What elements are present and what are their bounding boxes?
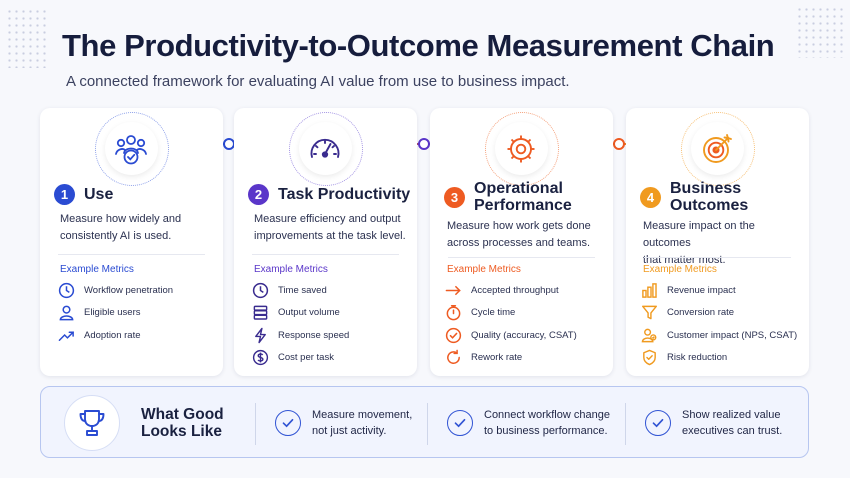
summary-point: Show realized value executives can trust.	[645, 407, 782, 439]
decorative-dots-right	[796, 6, 844, 58]
page-subtitle: A connected framework for evaluating AI …	[66, 73, 570, 90]
arrow-right-icon	[444, 281, 462, 299]
page-title: The Productivity-to-Outcome Measurement …	[62, 28, 775, 63]
metric-item: Quality (accuracy, CSAT)	[444, 324, 577, 347]
stage-icon-halo	[680, 112, 755, 186]
summary-point: Connect workflow change to business perfo…	[447, 407, 610, 439]
metrics-list: Time saved Output volume Response speed …	[251, 279, 349, 369]
bolt-icon	[251, 326, 269, 344]
funnel-icon	[640, 304, 658, 322]
trophy-icon	[79, 410, 105, 436]
divider	[58, 254, 205, 255]
metric-item: Response speed	[251, 324, 349, 347]
clock-icon	[251, 281, 269, 299]
metric-item: Adoption rate	[57, 324, 173, 347]
connector-node-2	[418, 138, 430, 150]
check-circle-icon	[444, 326, 462, 344]
stage-description: Measure impact on the outcomes that matt…	[643, 220, 755, 266]
check-icon	[645, 410, 671, 436]
stopwatch-icon	[444, 304, 462, 322]
metric-item: Accepted throughput	[444, 279, 577, 302]
speedometer-icon	[310, 138, 340, 158]
user-icon	[57, 304, 75, 322]
stage-title: Operational Performance	[474, 180, 572, 214]
metric-item: Risk reduction	[640, 347, 797, 370]
refresh-icon	[444, 349, 462, 367]
connector-node-3	[613, 138, 625, 150]
metric-item: Cycle time	[444, 302, 577, 325]
metric-item: Time saved	[251, 279, 349, 302]
stage-heading: 2 Task Productivity	[248, 184, 410, 205]
check-icon	[447, 410, 473, 436]
stage-description: Measure efficiency and output improvemen…	[254, 213, 406, 242]
trophy-badge	[64, 395, 120, 451]
metric-item: Cost per task	[251, 347, 349, 370]
divider	[448, 257, 595, 258]
decorative-dots-left	[6, 8, 46, 68]
divider	[255, 403, 256, 445]
metric-item: Rework rate	[444, 347, 577, 370]
target-icon	[703, 133, 732, 163]
metrics-label: Example Metrics	[643, 264, 717, 275]
metrics-label: Example Metrics	[447, 264, 521, 275]
trend-up-icon	[57, 326, 75, 344]
divider	[427, 403, 428, 445]
stage-heading: 1 Use	[54, 184, 113, 205]
metrics-list: Accepted throughput Cycle time Quality (…	[444, 279, 577, 369]
metric-item: Conversion rate	[640, 302, 797, 325]
stage-card-business-outcomes: 4 Business Outcomes Measure impact on th…	[626, 108, 809, 376]
metric-item: Output volume	[251, 302, 349, 325]
summary-point: Measure movement, not just activity.	[275, 407, 412, 439]
stage-card-use: 1 Use Measure how widely and consistentl…	[40, 108, 223, 376]
metric-item: Eligible users	[57, 302, 173, 325]
summary-heading: What Good Looks Like	[141, 406, 224, 440]
what-good-looks-like-panel: What Good Looks Like Measure movement, no…	[40, 386, 809, 458]
stage-description: Measure how work gets done across proces…	[447, 220, 591, 249]
metrics-list: Revenue impact Conversion rate Customer …	[640, 279, 797, 369]
metric-item: Revenue impact	[640, 279, 797, 302]
check-icon	[275, 410, 301, 436]
stage-description: Measure how widely and consistently AI i…	[60, 213, 182, 242]
divider	[252, 254, 399, 255]
stack-icon	[251, 304, 269, 322]
stage-title: Business Outcomes	[670, 180, 749, 214]
stage-number-badge: 3	[444, 186, 465, 208]
metrics-label: Example Metrics	[254, 264, 328, 275]
metrics-label: Example Metrics	[60, 264, 134, 275]
stage-title: Use	[84, 186, 114, 203]
divider	[644, 257, 791, 258]
metric-item: Workflow penetration	[57, 279, 173, 302]
stage-heading: 4 Business Outcomes	[640, 180, 748, 214]
stage-icon-halo	[288, 112, 363, 186]
dollar-icon	[251, 349, 269, 367]
stage-card-task-productivity: 2 Task Productivity Measure efficiency a…	[234, 108, 417, 376]
stage-number-badge: 1	[54, 184, 75, 205]
divider	[625, 403, 626, 445]
users-check-icon	[115, 134, 147, 164]
bar-chart-icon	[640, 281, 658, 299]
stage-number-badge: 4	[640, 186, 661, 208]
stage-icon-halo	[484, 112, 559, 186]
metrics-list: Workflow penetration Eligible users Adop…	[57, 279, 173, 347]
gear-icon	[507, 135, 535, 162]
clock-icon	[57, 281, 75, 299]
stage-title: Task Productivity	[278, 186, 411, 203]
shield-check-icon	[640, 349, 658, 367]
people-icon	[640, 326, 658, 344]
stage-card-operational-performance: 3 Operational Performance Measure how wo…	[430, 108, 613, 376]
stage-icon-halo	[94, 112, 169, 186]
metric-item: Customer impact (NPS, CSAT)	[640, 324, 797, 347]
stage-number-badge: 2	[248, 184, 269, 205]
stage-heading: 3 Operational Performance	[444, 180, 572, 214]
